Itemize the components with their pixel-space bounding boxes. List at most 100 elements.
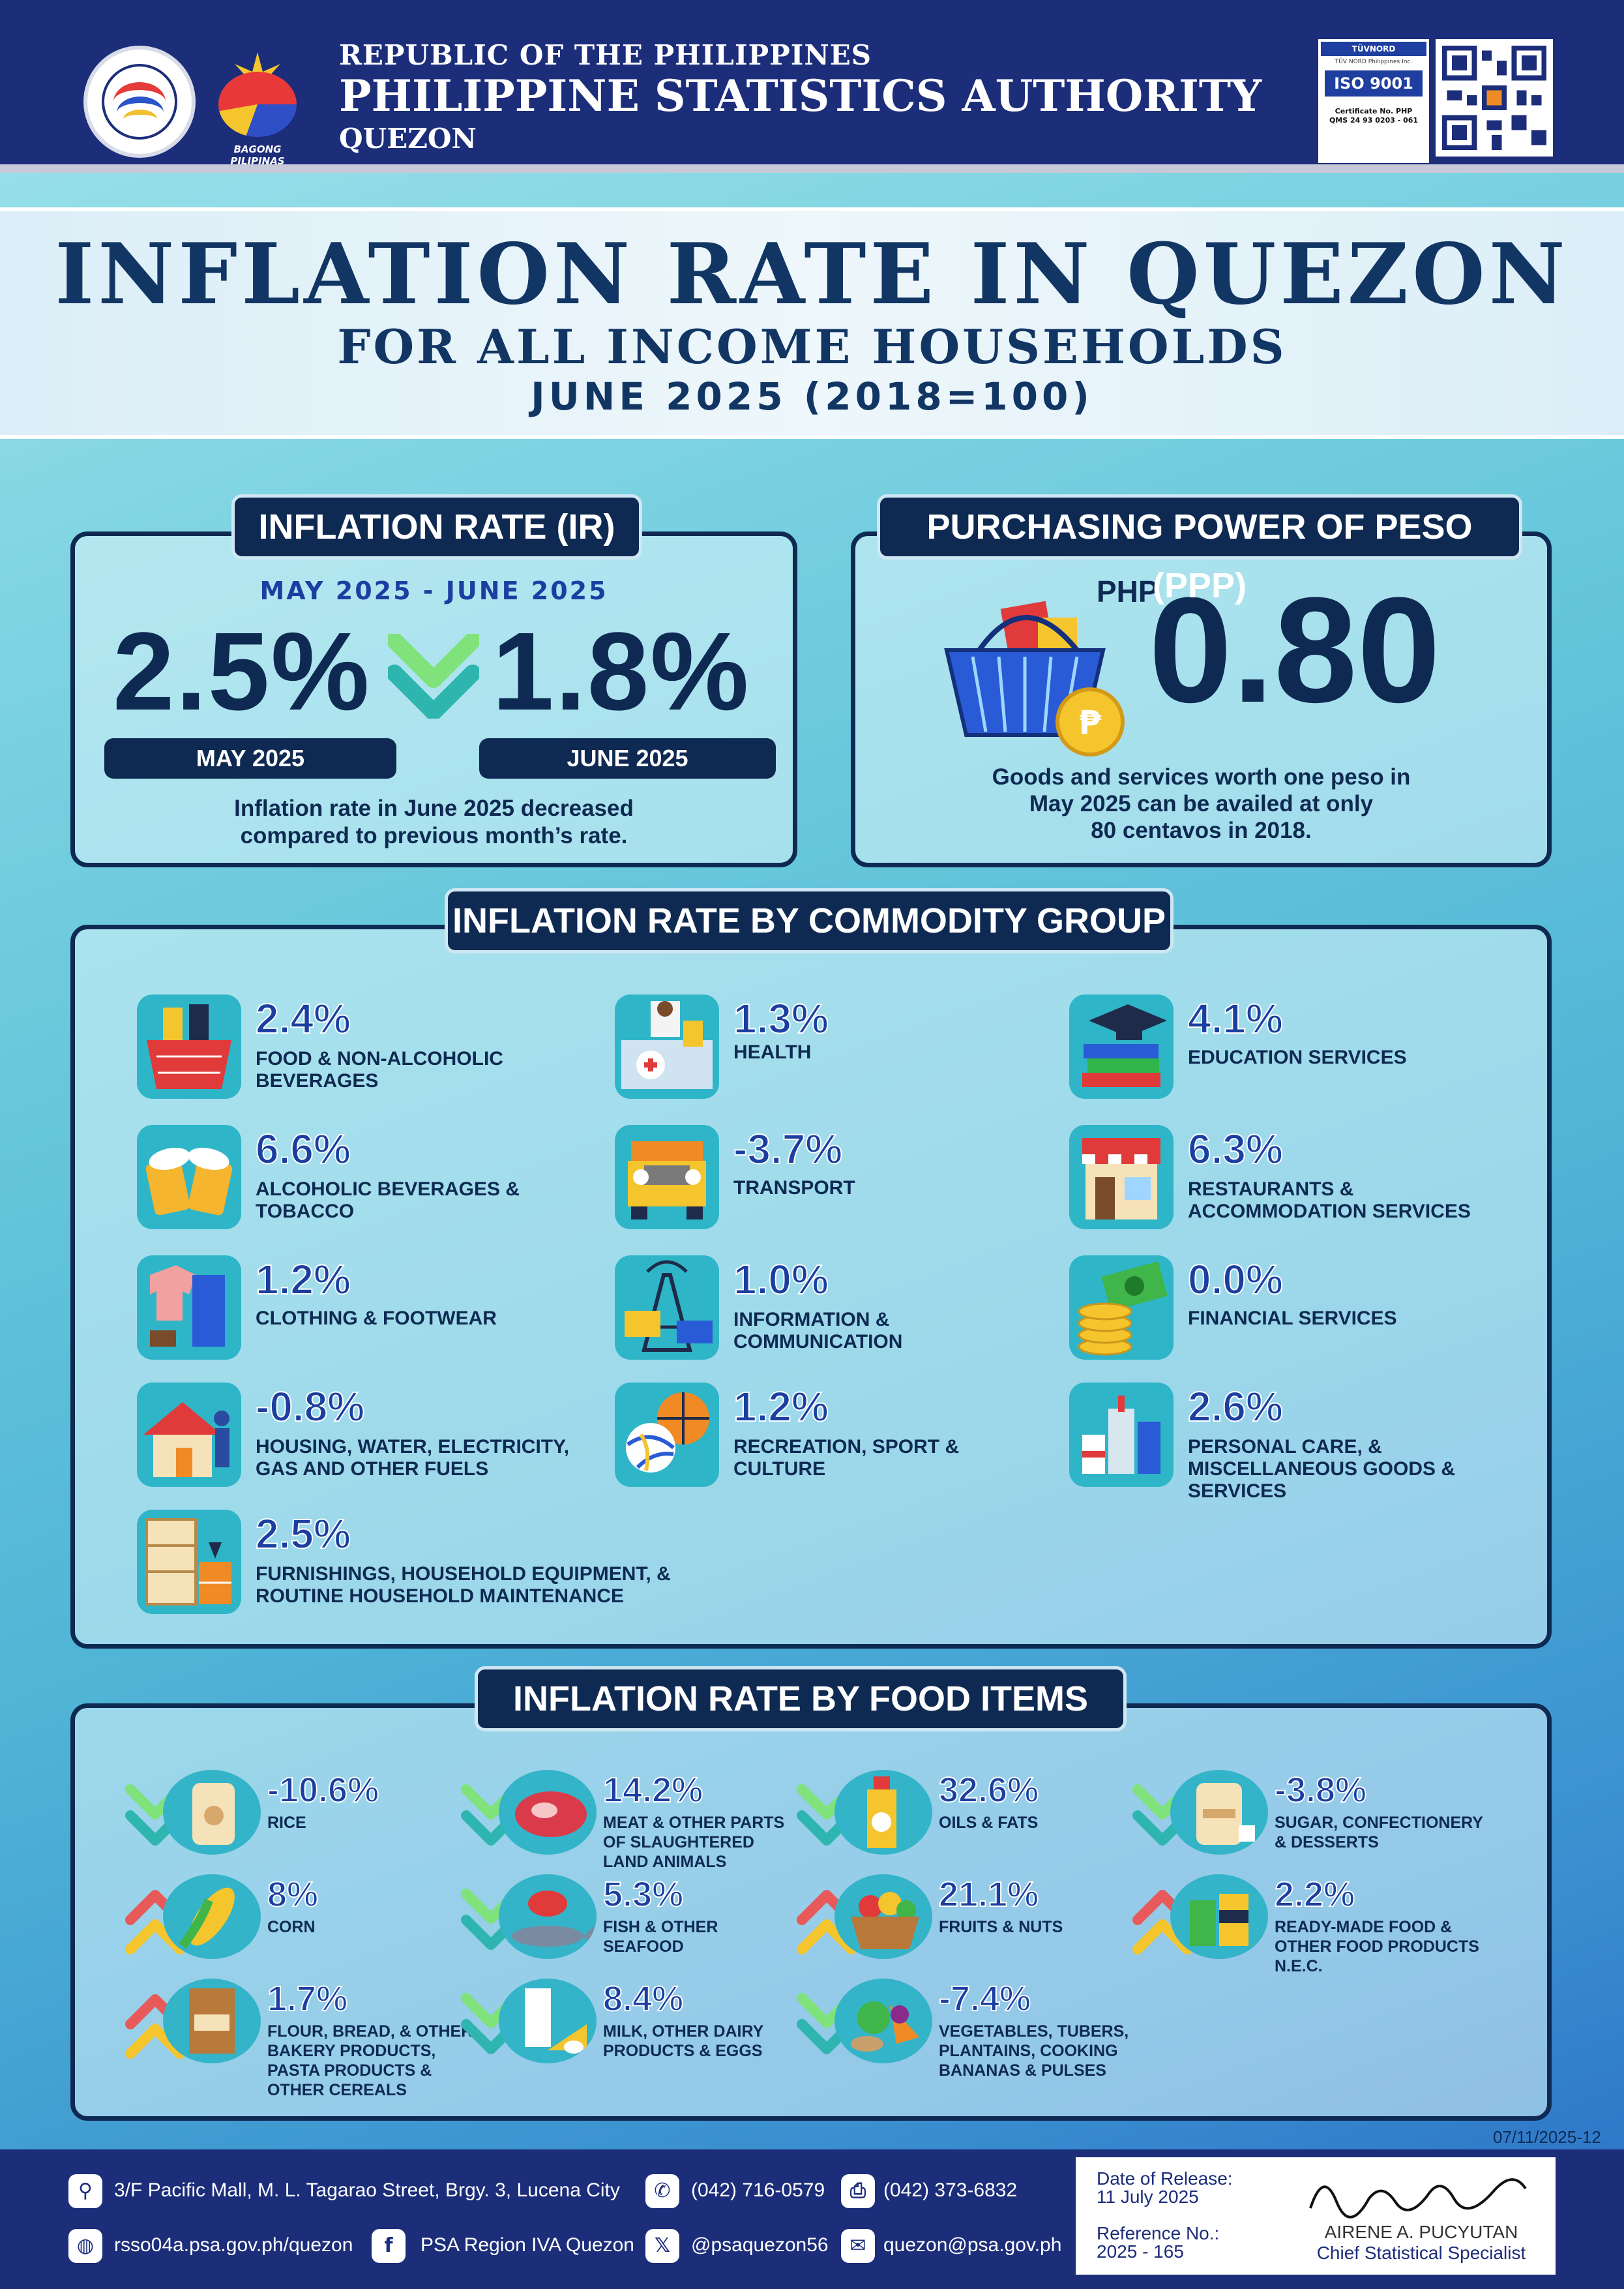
fruit-basket-icon [834,1874,932,1959]
qr-code[interactable] [1436,39,1553,157]
commodity-health: 1.3% HEALTH [615,995,1071,1112]
commodity-education: 4.1% EDUCATION SERVICES [1069,995,1526,1112]
food-label: OILS & FATS [939,1814,1039,1832]
reference-label: Reference No.: [1097,2223,1220,2243]
footer-x-handle[interactable]: @psaquezon56 [691,2234,829,2256]
money-coins-icon [1069,1255,1174,1360]
fax-icon: ⎙ [841,2174,875,2208]
commodity-value: 1.2% [255,1255,351,1304]
iso-certification-badge: TÜVNORD TÜV NORD Philippines Inc. ISO 90… [1318,39,1429,163]
purchasing-power-panel: ₱ PHP 0.80 Goods and services worth one … [851,531,1552,867]
communication-tower-icon [615,1255,719,1360]
commodity-label: CLOTHING & FOOTWEAR [256,1308,497,1329]
sugar-sack-icon [1170,1770,1268,1855]
corn-icon [163,1874,261,1959]
food-heading: INFLATION RATE BY FOOD ITEMS [475,1666,1127,1731]
food-oils: 32.6% OILS & FATS [795,1770,1134,1887]
commodity-value: 2.4% [255,995,351,1043]
iso-brand: TÜVNORD [1321,42,1426,56]
footer-website[interactable]: rsso04a.psa.gov.ph/quezon [114,2234,353,2256]
food-milk-dairy: 8.4% MILK, OTHER DAIRY PRODUCTS & EGGS [460,1979,799,2096]
ir-description-line-1: Inflation rate in June 2025 decreased [234,796,634,821]
commodity-furnishings: 2.5% FURNISHINGS, HOUSEHOLD EQUIPMENT, &… [137,1510,724,1627]
books-graduation-cap-icon [1069,995,1174,1099]
food-label: READY-MADE FOOD & OTHER FOOD PRODUCTS N.E.… [1275,1918,1479,1975]
commodity-housing: -0.8% HOUSING, WATER, ELECTRICITY, GAS AN… [137,1383,593,1500]
commodity-value: 4.1% [1187,995,1284,1043]
phone-icon: ✆ [645,2174,679,2208]
food-label: CORN [267,1918,316,1936]
shopping-basket-icon: ₱ [944,601,1125,756]
beer-mugs-icon [137,1125,241,1229]
flour-bag-icon [163,1979,261,2063]
food-label: SUGAR, CONFECTIONERY & DESSERTS [1275,1814,1483,1851]
milk-cheese-icon [499,1979,597,2063]
footer-email[interactable]: quezon@psa.gov.ph [883,2234,1062,2256]
ppp-currency: PHP [1097,575,1159,608]
food-fruits: 21.1% FRUITS & NUTS [795,1874,1134,1992]
food-fish: 5.3% FISH & OTHER SEAFOOD [460,1874,799,1992]
food-value: -3.8% [1274,1770,1367,1810]
footer-address: 3/F Pacific Mall, M. L. Tagarao Street, … [114,2179,620,2201]
x-social-icon: 𝕏 [645,2229,679,2263]
food-label: MEAT & OTHER PARTS OF SLAUGHTERED LAND ANI… [603,1814,785,1871]
commodity-label: RESTAURANTS & ACCOMMODATION SERVICES [1188,1178,1471,1222]
grocery-basket-icon [137,995,241,1099]
commodity-financial: 0.0% FINANCIAL SERVICES [1069,1255,1526,1373]
footer-phone[interactable]: (042) 716-0579 [691,2179,825,2201]
commodity-label: HOUSING, WATER, ELECTRICITY, GAS AND OTHE… [256,1436,570,1480]
ir-june-label: JUNE 2025 [479,738,776,779]
decrease-chevron-icon [388,634,479,719]
commodity-label: RECREATION, SPORT & CULTURE [733,1436,960,1480]
restaurant-storefront-icon [1069,1125,1174,1229]
food-label: MILK, OTHER DAIRY PRODUCTS & EGGS [603,2022,764,2060]
meat-icon [499,1770,597,1855]
header-band: BAGONG PILIPINAS REPUBLIC OF THE PHILIPP… [0,0,1624,173]
reference-number: 2025 - 165 [1097,2241,1184,2262]
food-value: 8% [267,1874,319,1915]
food-value: 21.1% [938,1874,1039,1915]
release-date-label: Date of Release: [1097,2168,1233,2189]
commodity-value: -0.8% [255,1383,365,1431]
commodity-label: ALCOHOLIC BEVERAGES & TOBACCO [256,1178,520,1222]
title-banner: INFLATION RATE IN QUEZON FOR ALL INCOME … [0,207,1624,439]
vegetables-icon [834,1979,932,2063]
canned-goods-icon [1170,1874,1268,1959]
psa-logo [83,46,196,158]
crab-fish-icon [499,1874,597,1959]
iso-company: TÜV NORD Philippines Inc. [1335,59,1413,65]
food-label: FISH & OTHER SEAFOOD [603,1918,718,1956]
ir-date-range: MAY 2025 - JUNE 2025 [259,576,608,605]
ir-june-value: 1.8% [492,610,750,734]
commodity-value: 6.3% [1187,1125,1284,1173]
signatory-title: Chief Statistical Specialist [1316,2243,1526,2263]
food-label: RICE [267,1814,306,1832]
footer-fax[interactable]: (042) 373-6832 [883,2179,1018,2201]
commodity-label: EDUCATION SERVICES [1188,1047,1407,1068]
commodity-label: FOOD & NON-ALCOHOLIC BEVERAGES [256,1048,503,1092]
commodity-personal-care: 2.6% PERSONAL CARE, & MISCELLANEOUS GOODS… [1069,1383,1526,1502]
ir-heading: INFLATION RATE (IR) [231,494,642,560]
pharmacy-counter-icon [615,995,719,1099]
commodity-restaurants: 6.3% RESTAURANTS & ACCOMMODATION SERVICES [1069,1125,1526,1242]
inflation-rate-panel: MAY 2025 - JUNE 2025 2.5% 1.8% MAY 2025 … [70,531,797,867]
commodity-value: 2.5% [255,1510,351,1558]
commodity-clothing: 1.2% CLOTHING & FOOTWEAR [137,1255,593,1373]
globe-icon: ◍ [68,2229,102,2263]
commodity-value: 0.0% [1187,1255,1284,1304]
commodity-food-beverages: 2.4% FOOD & NON-ALCOHOLIC BEVERAGES [137,995,593,1112]
svg-text:₱: ₱ [1079,704,1102,741]
footer-facebook[interactable]: PSA Region IVA Quezon [421,2234,634,2256]
oil-bottle-icon [834,1770,932,1855]
ppp-heading: PURCHASING POWER OF PESO (PPP) [877,494,1522,605]
food-value: 32.6% [938,1770,1039,1810]
header-province: QUEZON [339,123,477,155]
commodity-label: FURNISHINGS, HOUSEHOLD EQUIPMENT, & ROUTI… [256,1563,671,1607]
ir-may-value: 2.5% [113,610,371,734]
commodity-recreation: 1.2% RECREATION, SPORT & CULTURE [615,1383,1071,1500]
header-agency-name: PHILIPPINE STATISTICS AUTHORITY [339,70,1262,121]
cabinet-furniture-icon [137,1510,241,1614]
food-value: 14.2% [602,1770,703,1810]
location-pin-icon: ⚲ [68,2174,102,2208]
commodity-value: 1.2% [733,1383,829,1431]
